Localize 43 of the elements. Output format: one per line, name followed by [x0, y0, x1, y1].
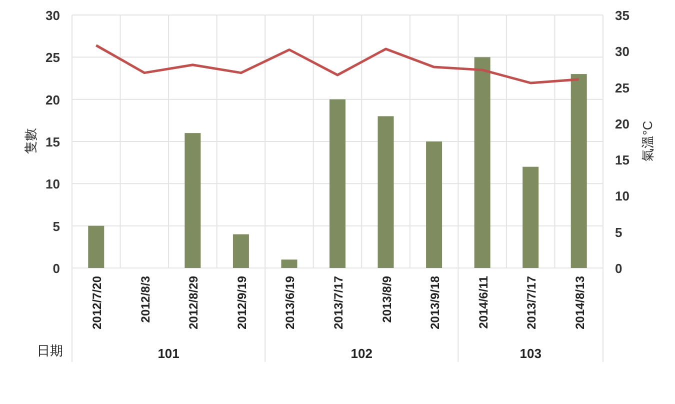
x-tick-label: 2013/7/17 — [524, 276, 539, 330]
y2-tick-label: 25 — [615, 80, 630, 96]
x-axis-title: 日期 — [37, 343, 63, 358]
x-tick-label: 2013/9/18 — [428, 276, 442, 330]
x-tick-label: 2012/9/19 — [234, 276, 249, 330]
y2-tick-label: 5 — [615, 224, 622, 240]
x-tick-label: 2012/8/3 — [138, 276, 152, 323]
bar — [522, 166, 539, 268]
bar — [474, 57, 490, 268]
text: 101 — [158, 346, 180, 361]
x-tick-label: 2014/6/11 — [476, 276, 490, 329]
text: 102 — [350, 346, 372, 361]
x-tick-label: 2012/8/29 — [186, 276, 201, 330]
y-axis-title: 隻數 — [23, 128, 38, 154]
x-tick-label: 2013/7/17 — [332, 276, 346, 330]
x-tick-label: 2013/6/19 — [283, 276, 298, 330]
y-tick-label: 15 — [46, 134, 60, 150]
y2-tick-label: 10 — [615, 188, 630, 204]
bar — [88, 226, 104, 268]
y2-tick-label: 20 — [615, 116, 630, 132]
y2-tick-label: 0 — [615, 261, 622, 276]
bar — [570, 74, 587, 268]
y2-axis-title: 氣溫°C — [640, 120, 655, 162]
bar — [232, 234, 249, 268]
y-tick-label: 5 — [52, 218, 60, 234]
line-series — [94, 44, 580, 84]
bar — [184, 133, 201, 268]
text: 103 — [520, 346, 542, 361]
y-tick-label: 25 — [46, 50, 60, 66]
bar — [378, 116, 394, 268]
y-tick-label: 20 — [46, 92, 60, 108]
bar — [330, 99, 346, 268]
x-tick-label: 2012/7/20 — [90, 276, 104, 330]
y2-tick-label: 15 — [615, 152, 630, 168]
y2-tick-label: 30 — [615, 44, 630, 60]
x-tick-label: 2013/8/9 — [380, 276, 394, 323]
x-tick-label: 2014/8/13 — [572, 276, 587, 330]
y2-tick-label: 35 — [615, 8, 630, 23]
bar — [426, 142, 442, 268]
y-tick-label: 10 — [46, 176, 60, 192]
y-tick-label: 30 — [46, 8, 60, 23]
bar — [281, 260, 298, 268]
y-tick-label: 0 — [52, 261, 60, 276]
